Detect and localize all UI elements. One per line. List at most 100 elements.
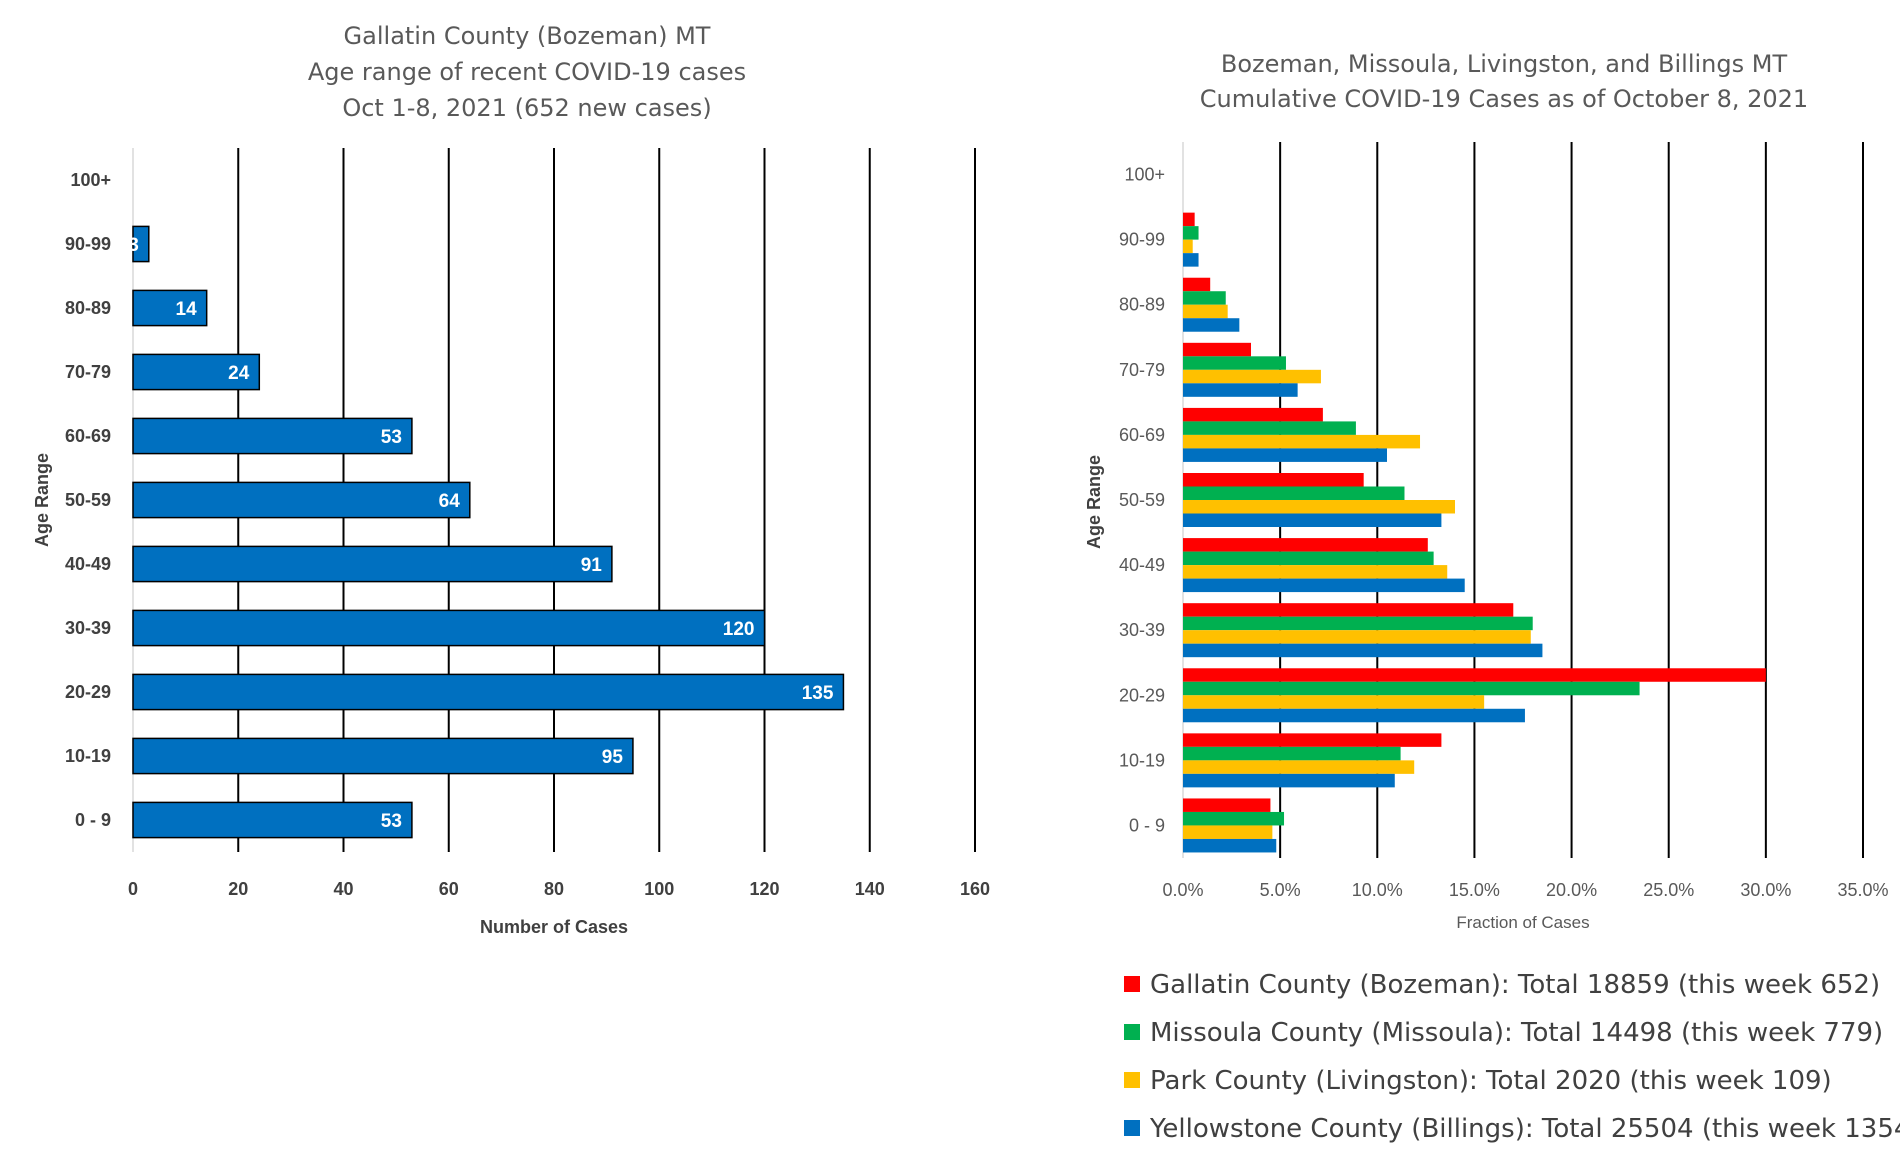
right-bar: [1183, 421, 1356, 435]
right-x-axis-title: Fraction of Cases: [1456, 913, 1589, 932]
legend-entry-label: Park County (Livingston): Total 2020 (th…: [1150, 1066, 1832, 1096]
left-y-tick-label: 60-69: [65, 426, 111, 446]
left-bar: [132, 673, 845, 711]
right-bar: [1183, 318, 1240, 332]
right-chart-title-line: Bozeman, Missoula, Livingston, and Billi…: [1221, 50, 1788, 78]
legend-swatch: [1124, 976, 1140, 992]
left-bar-data-label: 91: [581, 555, 603, 576]
left-bar: [132, 417, 413, 455]
right-bar: [1183, 773, 1395, 788]
left-y-tick-label: 40-49: [65, 554, 111, 574]
right-bar: [1183, 304, 1228, 319]
right-bar: [1183, 407, 1323, 422]
legend-entry-label: Gallatin County (Bozeman): Total 18859 (…: [1150, 970, 1880, 1000]
right-y-axis-title: Age Range: [1084, 455, 1104, 549]
right-bar: [1183, 356, 1286, 370]
left-bar-data-label: 53: [381, 427, 402, 448]
left-bar: [132, 353, 261, 391]
right-x-tick-label: 20.0%: [1546, 880, 1597, 900]
right-y-tick-label: 50-59: [1119, 490, 1165, 510]
right-bar: [1183, 798, 1271, 812]
left-bar-data-label: 135: [802, 683, 834, 704]
right-bar: [1183, 733, 1442, 747]
legend-entry-label: Missoula County (Missoula): Total 14498 …: [1150, 1018, 1883, 1048]
left-y-axis-title: Age Range: [32, 453, 52, 547]
right-bar: [1183, 500, 1455, 514]
left-chart: Gallatin County (Bozeman) MT Age range of…: [32, 22, 990, 937]
right-bar: [1183, 760, 1415, 774]
left-x-tick-label: 60: [439, 879, 459, 899]
right-x-tick-label: 25.0%: [1643, 880, 1694, 900]
left-x-tick-label: 0: [128, 879, 138, 899]
right-bar: [1183, 708, 1525, 723]
right-bar: [1183, 239, 1193, 254]
legend-entry-label: Yellowstone County (Billings): Total 255…: [1149, 1114, 1900, 1144]
right-bar: [1183, 342, 1251, 357]
right-bar: [1183, 369, 1321, 384]
legend-swatch: [1124, 1024, 1140, 1040]
right-bar: [1183, 212, 1195, 227]
right-y-tick-label: 10-19: [1119, 750, 1165, 770]
left-chart-title-line: Oct 1-8, 2021 (652 new cases): [342, 94, 711, 122]
right-bar: [1183, 473, 1364, 487]
right-bar: [1183, 513, 1442, 527]
left-bar: [132, 545, 613, 583]
right-y-tick-label: 100+: [1124, 165, 1165, 185]
right-bar: [1183, 681, 1640, 696]
left-bar-data-label: 14: [176, 299, 198, 320]
left-chart-title-line: Gallatin County (Bozeman) MT: [344, 22, 711, 50]
right-bar: [1183, 695, 1485, 709]
right-y-tick-label: 90-99: [1119, 230, 1165, 250]
right-bar: [1183, 668, 1766, 682]
right-bar: [1183, 825, 1273, 839]
right-x-tick-label: 15.0%: [1449, 880, 1500, 900]
left-x-tick-label: 120: [749, 879, 779, 899]
left-bar-data-label: 120: [723, 619, 755, 640]
left-y-tick-label: 30-39: [65, 618, 111, 638]
left-bar-data-label: 3: [128, 235, 139, 256]
legend-swatch: [1124, 1120, 1140, 1136]
right-bar: [1183, 551, 1434, 566]
right-bar: [1183, 538, 1428, 552]
right-bar: [1183, 253, 1199, 267]
right-y-tick-label: 70-79: [1119, 360, 1165, 380]
left-x-tick-label: 160: [960, 879, 990, 899]
left-bar: [132, 481, 471, 519]
left-y-tick-label: 50-59: [65, 490, 111, 510]
left-y-tick-label: 90-99: [65, 234, 111, 254]
left-bar-data-label: 53: [381, 811, 402, 832]
right-bar: [1183, 811, 1285, 826]
left-y-tick-label: 20-29: [65, 682, 111, 702]
right-chart-title-line: Cumulative COVID-19 Cases as of October …: [1200, 85, 1808, 113]
left-bar-data-label: 95: [602, 747, 624, 768]
left-chart-title-line: Age range of recent COVID-19 cases: [308, 58, 746, 86]
left-x-tick-label: 40: [333, 879, 353, 899]
right-y-tick-label: 30-39: [1119, 620, 1165, 640]
left-bar: [132, 289, 208, 327]
left-bar: [132, 225, 150, 263]
left-bar: [132, 609, 766, 647]
left-bar-data-label: 64: [439, 491, 461, 512]
right-x-tick-label: 30.0%: [1740, 880, 1791, 900]
right-bar: [1183, 838, 1277, 853]
left-x-tick-label: 20: [228, 879, 248, 899]
right-y-tick-label: 80-89: [1119, 295, 1165, 315]
right-x-tick-label: 35.0%: [1837, 880, 1888, 900]
left-x-tick-label: 100: [644, 879, 674, 899]
right-bar: [1183, 434, 1421, 449]
right-bar: [1183, 226, 1199, 240]
right-bar: [1183, 746, 1401, 761]
right-x-tick-label: 0.0%: [1162, 880, 1203, 900]
right-x-tick-label: 5.0%: [1260, 880, 1301, 900]
left-bar-data-label: 24: [228, 363, 250, 384]
right-x-tick-label: 10.0%: [1352, 880, 1403, 900]
right-bar: [1183, 383, 1298, 397]
left-y-tick-label: 10-19: [65, 746, 111, 766]
left-x-tick-label: 80: [544, 879, 564, 899]
right-bar: [1183, 486, 1405, 500]
left-x-tick-label: 140: [855, 879, 885, 899]
left-x-axis-title: Number of Cases: [480, 917, 628, 937]
right-y-tick-label: 40-49: [1119, 555, 1165, 575]
right-bar: [1183, 603, 1514, 617]
